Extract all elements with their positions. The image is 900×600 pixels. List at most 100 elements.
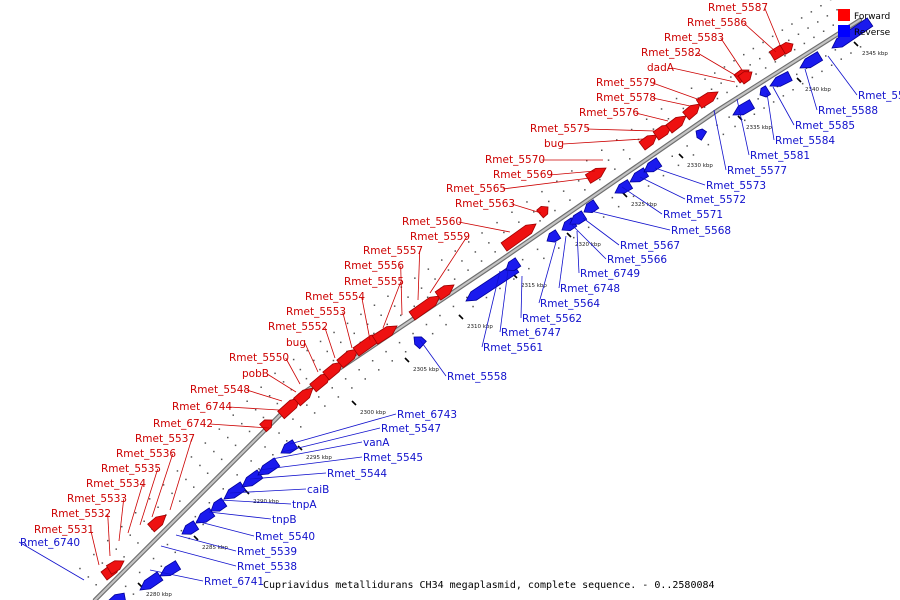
forward-gene-label: Rmet_5553	[286, 306, 346, 318]
forward-gene-label: Rmet_5582	[641, 47, 701, 59]
reverse-gene-label: Rmet_5545	[363, 452, 423, 464]
forward-gene-arrow	[536, 205, 549, 219]
tick-mark	[678, 153, 684, 159]
reverse-gene-label: Rmet_6748	[560, 283, 620, 295]
guide-dot	[821, 70, 823, 73]
forward-gene-label: Rmet_5587	[708, 2, 768, 14]
reverse-gene-arrow	[280, 439, 299, 454]
reverse-gene-label: Rmet_5567	[620, 240, 680, 252]
guide-dot	[467, 269, 469, 271]
guide-dot	[274, 372, 276, 375]
guide-dot	[807, 27, 809, 29]
guide-dot	[404, 351, 407, 353]
forward-gene-arrow	[259, 419, 273, 433]
guide-dot	[629, 158, 631, 160]
backbone-track	[92, 17, 863, 600]
guide-dot	[744, 119, 746, 122]
guide-dot	[241, 422, 243, 425]
guide-dot	[759, 57, 761, 60]
reverse-leader-line	[481, 270, 501, 348]
guide-dot	[441, 259, 443, 261]
forward-gene-arrow	[682, 103, 701, 121]
guide-dot	[373, 332, 375, 335]
guide-dot	[282, 381, 285, 383]
guide-dot	[371, 360, 374, 362]
tick-label: 2345 kbp	[862, 51, 888, 57]
forward-gene-label: Rmet_5552	[268, 321, 328, 333]
forward-gene-label: bug	[286, 337, 306, 349]
guide-dot	[292, 358, 295, 361]
guide-dot	[331, 387, 333, 389]
guide-dot	[704, 78, 706, 80]
guide-dot	[272, 454, 274, 456]
forward-leader-line	[586, 128, 656, 132]
guide-dot	[324, 405, 326, 407]
guide-dot	[752, 47, 755, 50]
forward-gene-label: Rmet_5532	[51, 508, 111, 520]
guide-dot	[232, 414, 234, 416]
guide-dot	[262, 416, 265, 419]
forward-leader-line	[502, 177, 591, 190]
forward-leader-line	[417, 250, 421, 301]
guide-dot	[264, 446, 266, 448]
forward-leader-line	[246, 389, 283, 402]
forward-gene-arrow	[408, 295, 441, 321]
reverse-gene-label: Rmet_6747	[501, 327, 561, 339]
guide-dot	[710, 88, 713, 90]
guide-dot	[431, 332, 434, 335]
guide-dot	[607, 159, 610, 161]
guide-dot	[234, 444, 237, 447]
reverse-gene-label: Rmet_5573	[706, 180, 766, 192]
forward-gene-arrow	[147, 514, 167, 533]
guide-dot	[213, 450, 215, 453]
forward-gene-arrow	[293, 387, 314, 407]
guide-dot	[468, 241, 470, 243]
reverse-gene-label: Rmet_5539	[237, 546, 297, 558]
guide-dot	[480, 260, 483, 262]
guide-dot	[771, 35, 774, 38]
guide-dot	[850, 52, 852, 54]
guide-dot	[87, 576, 90, 578]
guide-dot	[726, 91, 728, 94]
guide-dot	[632, 195, 635, 198]
guide-dot	[556, 180, 558, 182]
guide-dot	[434, 278, 436, 280]
guide-dot	[521, 258, 524, 261]
guide-dot	[353, 332, 355, 335]
guide-dot	[601, 149, 603, 151]
guide-dot	[675, 97, 678, 100]
reverse-gene-label: Rmet_5547	[381, 423, 441, 435]
reverse-gene-label: Rmet_5566	[607, 254, 667, 266]
reverse-leader-line	[175, 534, 237, 552]
reverse-leader-line	[538, 241, 557, 304]
forward-gene-label: Rmet_5565	[446, 183, 506, 195]
reverse-leader-line	[772, 86, 795, 126]
forward-leader-line	[90, 529, 100, 566]
forward-gene-label: Rmet_5563	[455, 198, 515, 210]
forward-gene-label: Rmet_5548	[190, 384, 250, 396]
guide-dot	[453, 278, 456, 280]
reverse-gene-label: tnpB	[272, 514, 297, 526]
reverse-gene-label: Rmet_5564	[540, 298, 600, 310]
reverse-leader-line	[160, 545, 237, 567]
guide-dot	[753, 113, 756, 115]
guide-dot	[366, 323, 369, 325]
reverse-gene-arrow	[583, 199, 600, 214]
guide-dot	[398, 341, 401, 344]
guide-dot	[558, 247, 560, 249]
forward-leader-line	[151, 453, 174, 518]
reverse-gene-label: Rmet_5589	[858, 90, 900, 102]
forward-leader-line	[324, 326, 336, 359]
tick-label: 2295 kbp	[306, 455, 332, 461]
reverse-leader-line	[621, 186, 663, 215]
tick-mark	[458, 314, 464, 320]
guide-dot	[533, 211, 535, 213]
guide-dot	[412, 332, 414, 335]
forward-leader-line	[169, 438, 193, 511]
reverse-leader-line	[590, 210, 671, 231]
guide-dot	[573, 236, 575, 239]
forward-gene-label: Rmet_5556	[344, 260, 404, 272]
reverse-gene-arrow	[223, 481, 247, 500]
tick-label: 2325 kbp	[631, 202, 657, 208]
guide-dot	[373, 304, 376, 306]
